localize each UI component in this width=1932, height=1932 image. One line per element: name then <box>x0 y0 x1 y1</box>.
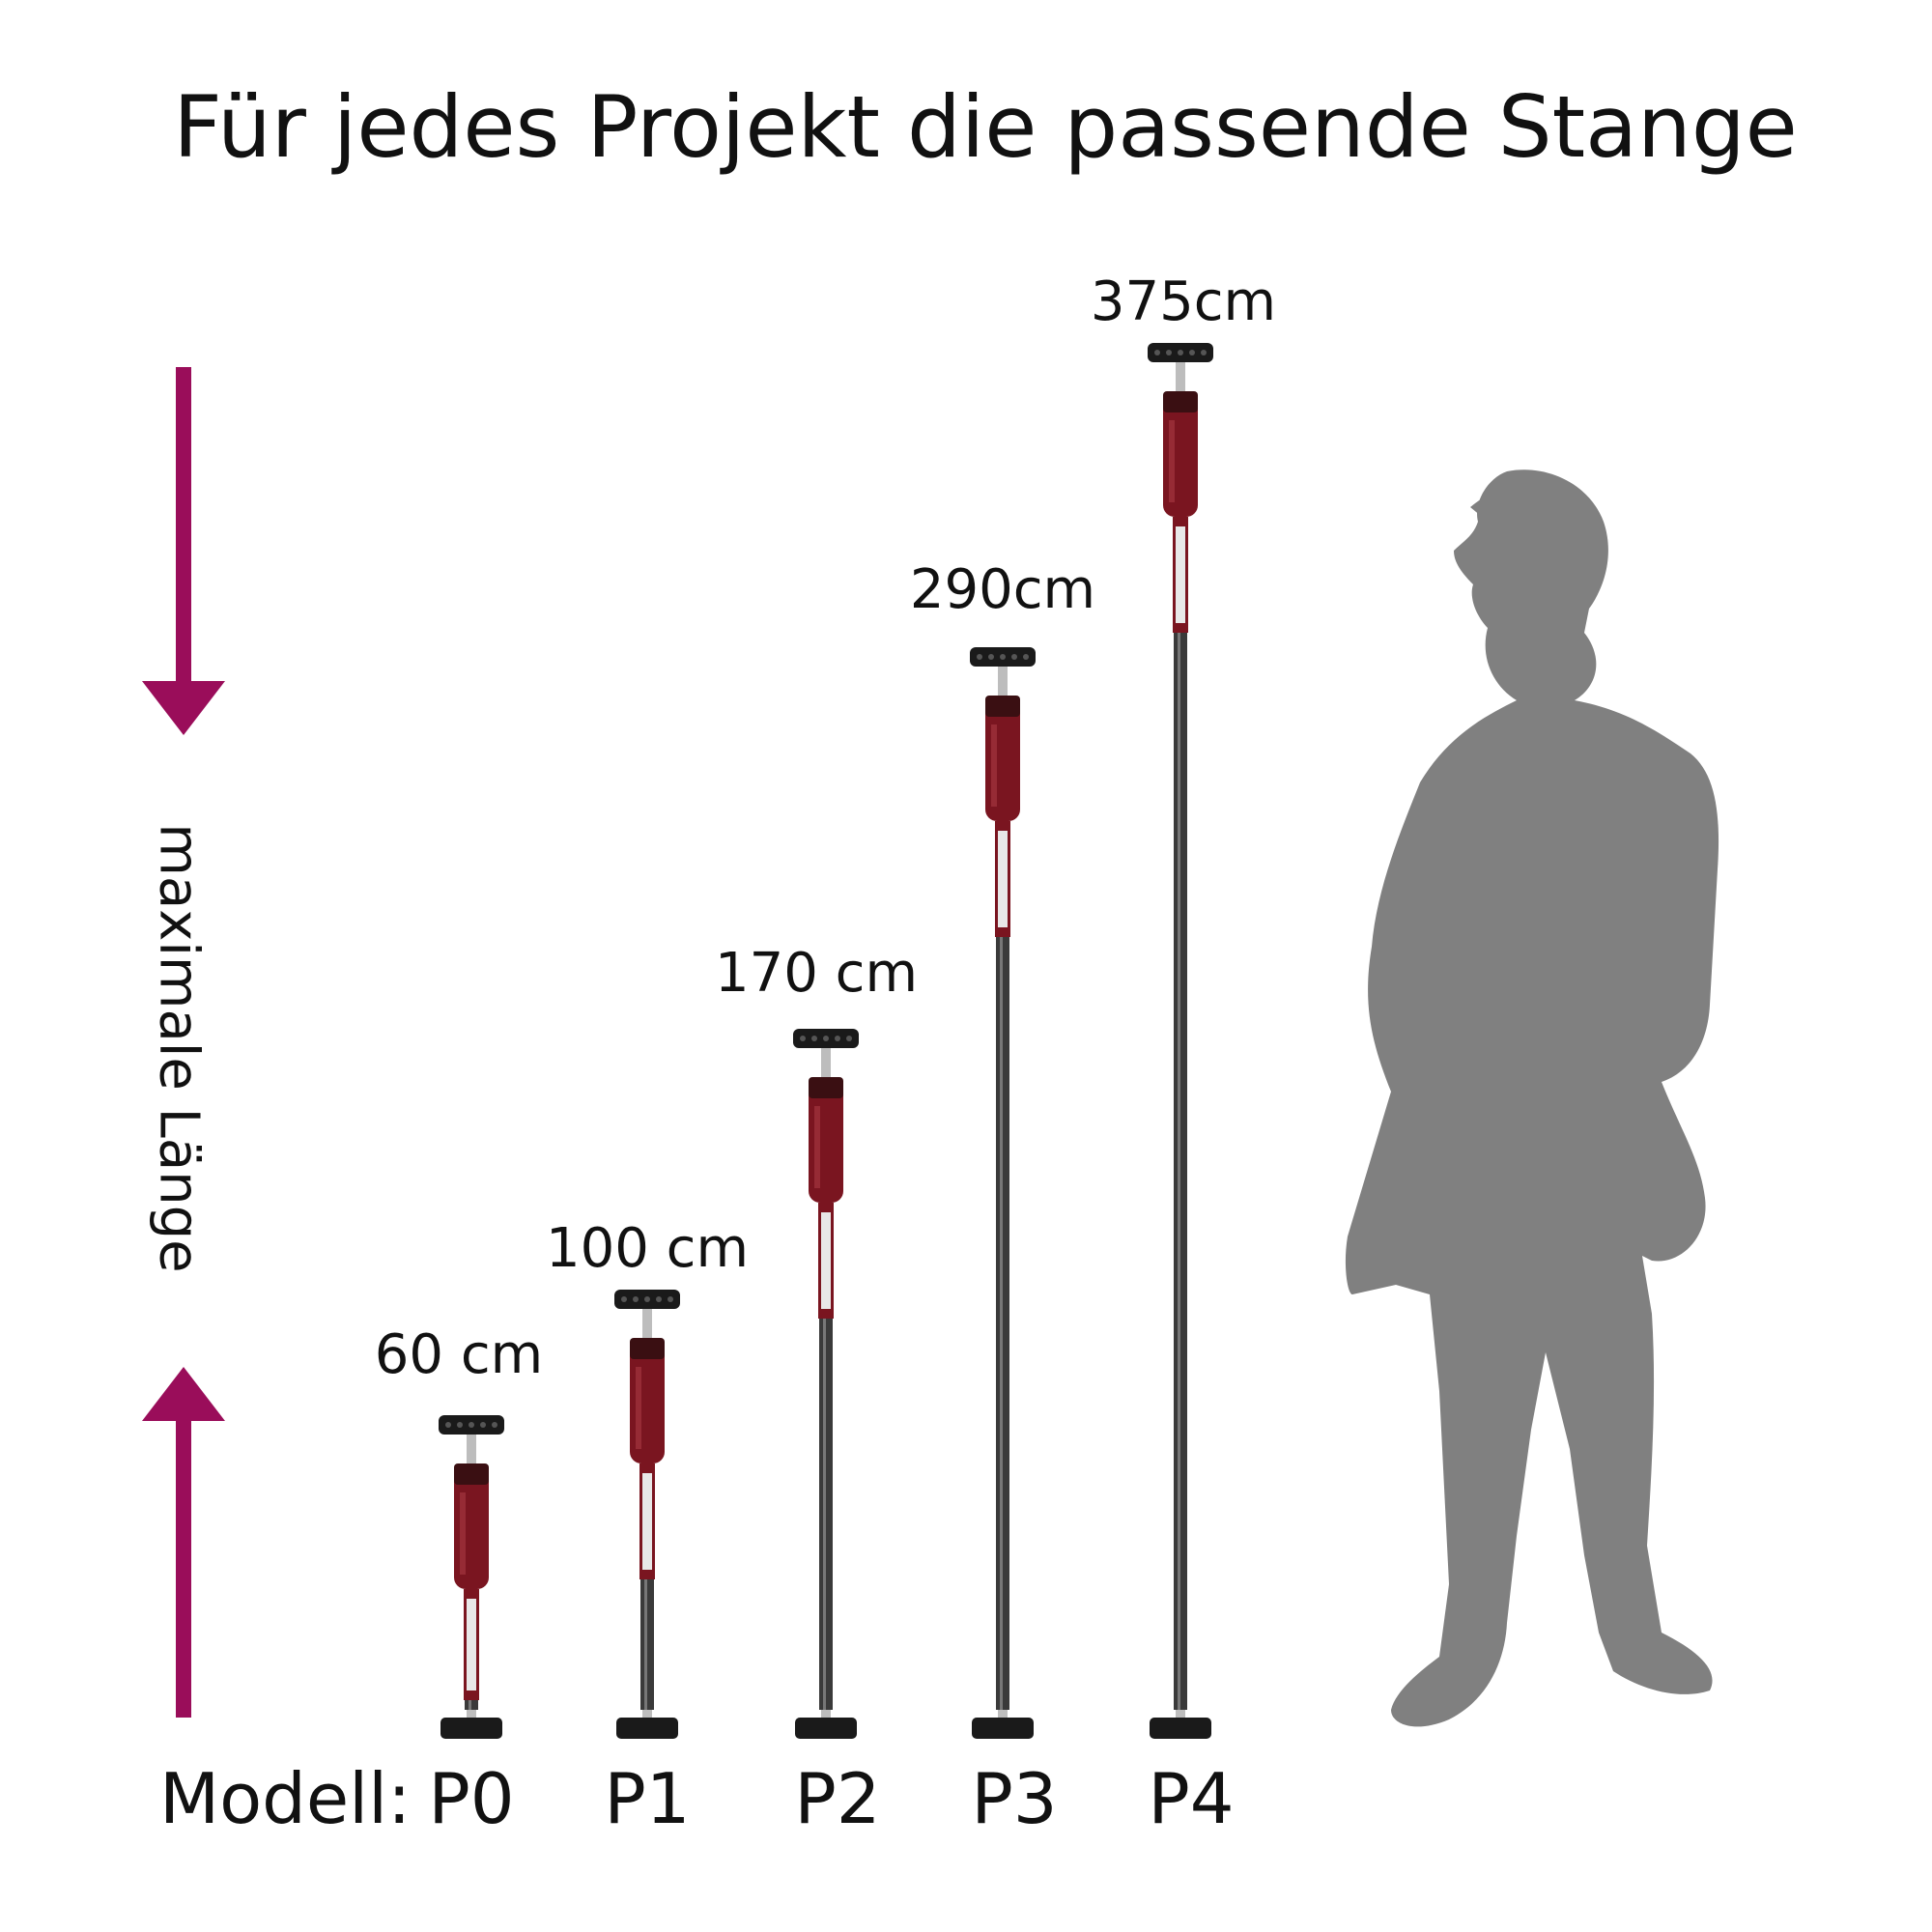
pole-graphic <box>970 647 1036 1739</box>
length-label-p2: 170 cm <box>714 942 919 1005</box>
bottom-pad <box>972 1718 1034 1739</box>
arrow-up-icon <box>142 1367 225 1421</box>
length-label-p4: 375cm <box>1090 270 1277 333</box>
length-arrow <box>135 367 232 1719</box>
bottom-pad <box>1150 1718 1211 1739</box>
model-label-p2: P2 <box>794 1758 881 1839</box>
pole-graphic <box>439 1415 504 1739</box>
pole-p3 <box>959 647 1046 1739</box>
bottom-pad <box>795 1718 857 1739</box>
model-label-p3: P3 <box>971 1758 1058 1839</box>
model-label-p4: P4 <box>1148 1758 1235 1839</box>
pole-p4 <box>1137 343 1224 1739</box>
model-label-p1: P1 <box>604 1758 691 1839</box>
model-label-p0: P0 <box>428 1758 515 1839</box>
pole-p1 <box>604 1290 691 1739</box>
axis-label: maximale Länge <box>147 823 211 1273</box>
length-label-p1: 100 cm <box>545 1217 750 1280</box>
length-label-p0: 60 cm <box>374 1323 544 1386</box>
arrow-down-icon <box>142 681 225 735</box>
pole-graphic <box>793 1029 859 1739</box>
length-label-p3: 290cm <box>909 558 1096 621</box>
arrow-shaft-top <box>176 367 191 686</box>
pole-graphic <box>614 1290 680 1739</box>
bottom-pad <box>616 1718 678 1739</box>
pole-p0 <box>428 1415 515 1739</box>
pole-graphic <box>1148 343 1213 1739</box>
pole-p2 <box>782 1029 869 1739</box>
model-prefix: Modell: <box>159 1758 412 1839</box>
bottom-pad <box>440 1718 502 1739</box>
arrow-shaft-bottom <box>176 1418 191 1718</box>
person-silhouette-icon <box>1345 469 1719 1727</box>
page-title: Für jedes Projekt die passende Stange <box>173 77 1798 177</box>
